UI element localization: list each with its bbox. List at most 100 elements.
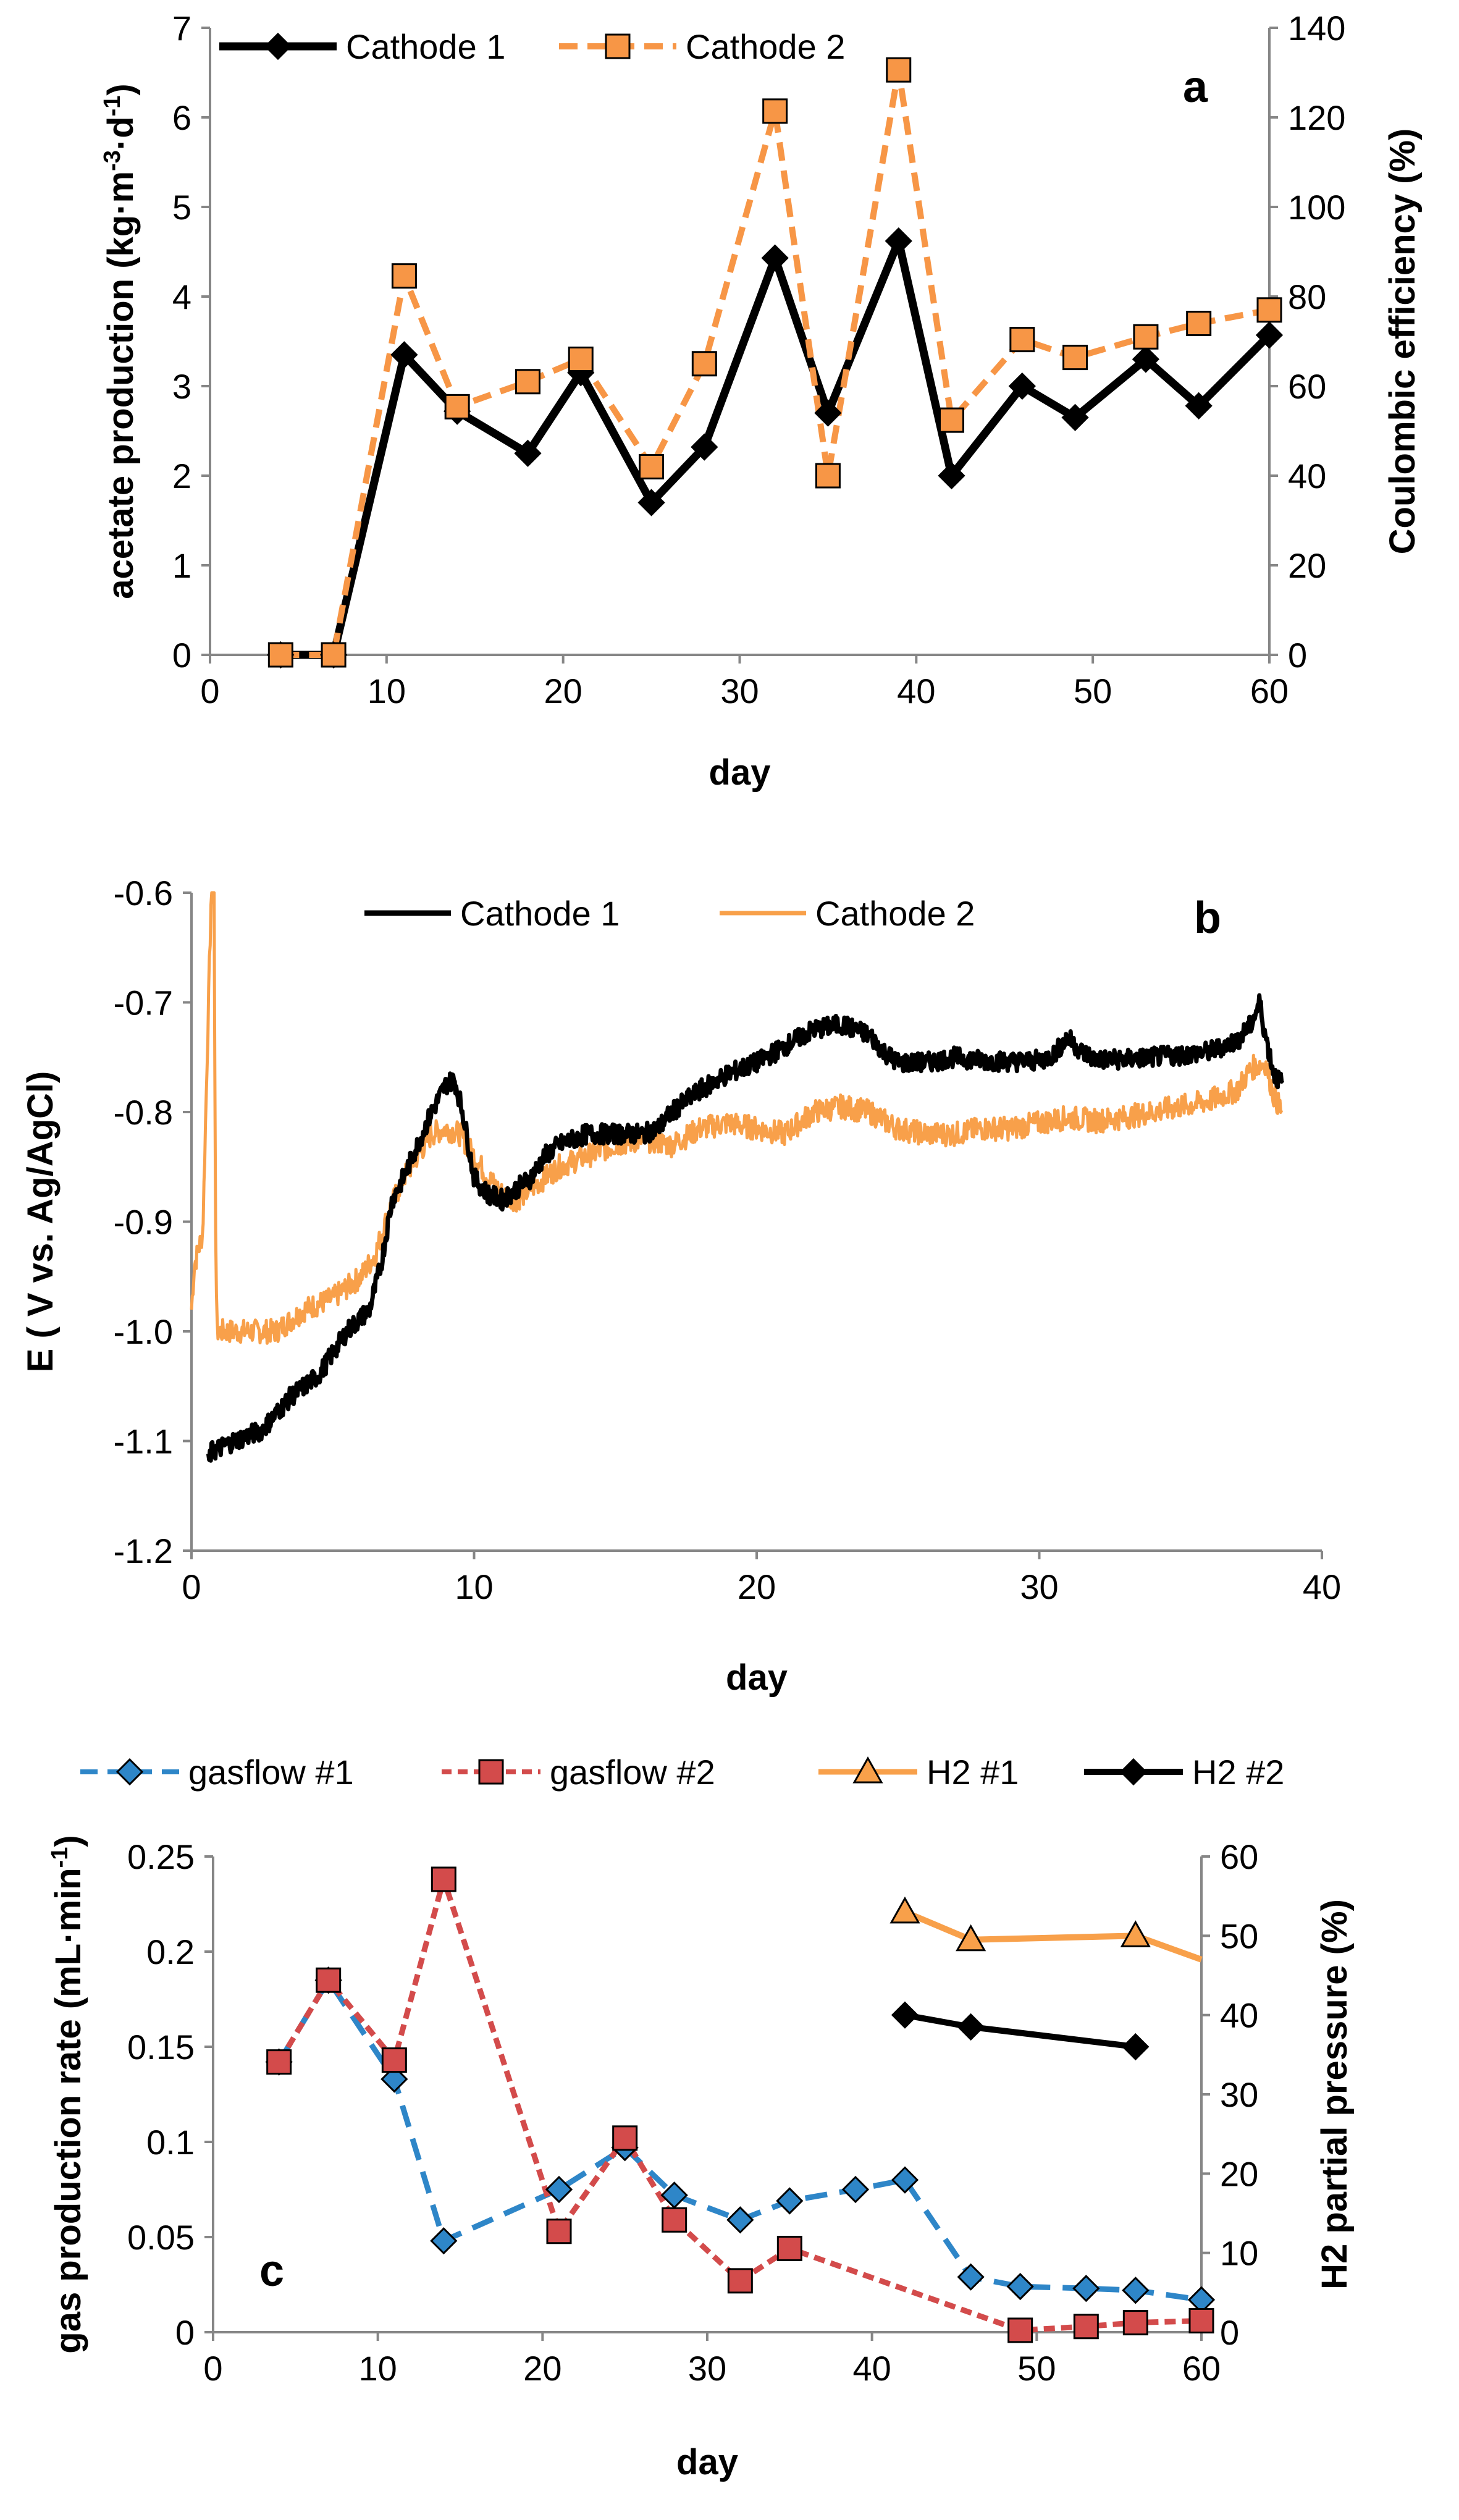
panel-c-x-tick-label: 30 — [688, 2349, 726, 2388]
panel-a-point-1 — [514, 439, 542, 467]
panel-a-x-tick-label: 30 — [720, 672, 759, 710]
panel-c-y-tick-label: 0.25 — [127, 1837, 195, 1876]
panel-b-chart: -0.6 -0.7 -0.8 -0.9 -1.0 -1.1 -1.20 10 20 30 40 day… — [20, 874, 1341, 1698]
panel-a-point-1 — [938, 461, 965, 490]
panel-a-x-tick-label: 60 — [1250, 672, 1289, 710]
panel-c-point-2 — [1122, 2310, 1148, 2336]
panel-c-legend: gasflow #1 gasflow #2 H2 #1 H2 #2 — [80, 1753, 1284, 1792]
panel-b-legend: Cathode 1 Cathode 2 — [364, 894, 975, 933]
legend-label-c-2: gasflow #2 — [550, 1753, 715, 1792]
panel-c-point-2 — [776, 2235, 802, 2261]
legend-marker-c-4 — [1119, 1758, 1148, 1786]
panel-c-point-4 — [957, 2013, 985, 2041]
panel-b-y-tick-label: -1.0 — [114, 1312, 174, 1351]
panel-c-y2-tick-label: 0 — [1220, 2313, 1239, 2352]
panel-b-y-tick-label: -1.1 — [114, 1422, 174, 1461]
panel-a-point-1 — [1255, 321, 1284, 349]
panel-a-y2-tick-label: 140 — [1288, 9, 1345, 48]
panel-c-y-axis-title: gas production rate (mL·min-1) — [47, 1835, 88, 2353]
panel-a-point-2 — [568, 347, 594, 372]
panel-c-point-2 — [662, 2207, 687, 2233]
panel-c-point-1 — [381, 2065, 408, 2093]
legend-label-c-4: H2 #2 — [1192, 1753, 1284, 1792]
panel-b-y-tick-label: -0.8 — [114, 1093, 174, 1132]
panel-a-point-2 — [1062, 345, 1088, 371]
panel-a-y-axis-title: acetate production (kg·m-3·d-1) — [99, 83, 141, 599]
panel-c-point-1 — [841, 2175, 870, 2204]
panel-a-point-2 — [1186, 311, 1212, 336]
panel-c-point-4 — [891, 2001, 919, 2029]
panel-a-point-1 — [637, 489, 665, 516]
panel-c-point-1 — [891, 2166, 919, 2194]
panel-c-y-tick-label: 0 — [175, 2313, 195, 2352]
legend-marker-c-3 — [852, 1756, 883, 1784]
panel-c-point-3 — [1120, 1920, 1151, 1947]
panel-a-y-tick-label: 6 — [172, 98, 191, 137]
panel-c-point-1 — [776, 2187, 804, 2215]
panel-a-point-1 — [1185, 392, 1213, 420]
panel-a-y2-axis-title: Coulombic efficiency (%) — [1382, 129, 1423, 555]
panel-a-x-tick-label: 50 — [1074, 672, 1112, 710]
panel-a-x-tick-label: 10 — [368, 672, 406, 710]
panel-a-series-line-2 — [280, 67, 1270, 658]
panel-a-y2-tick-label: 60 — [1288, 367, 1326, 406]
legend-label-cathode-1: Cathode 1 — [346, 27, 505, 66]
panel-a-point-1 — [691, 433, 718, 461]
panel-a-y2-tick-label: 20 — [1288, 546, 1326, 585]
panel-a-point-2 — [939, 407, 964, 433]
panel-c-label: c — [259, 2246, 284, 2296]
panel-c-point-1 — [545, 2175, 573, 2204]
panel-c-series-line-3 — [904, 1909, 1203, 1963]
panel-b-x-tick-label: 40 — [1303, 1567, 1341, 1606]
panel-a-y-tick-label: 2 — [172, 457, 191, 495]
panel-c-y-tick-label: 0.2 — [146, 1932, 195, 1971]
panel-c-y2-tick-label: 10 — [1220, 2234, 1258, 2273]
panel-c-y-tick-label: 0.1 — [146, 2123, 195, 2162]
panel-c-point-2 — [546, 2219, 572, 2244]
panel-c-y2-tick-label: 60 — [1220, 1837, 1258, 1876]
panel-c-y2-axis-title: H2 partial pressure (%) — [1314, 1899, 1355, 2290]
legend-marker-c-1 — [116, 1758, 144, 1786]
panel-c-point-4 — [1122, 2033, 1150, 2061]
panel-c-point-1 — [1072, 2275, 1100, 2303]
panel-a-x-tick-label: 40 — [897, 672, 935, 710]
legend-label-c-1: gasflow #1 — [188, 1753, 354, 1792]
panel-c-point-2 — [1007, 2317, 1033, 2343]
panel-c-x-tick-label: 50 — [1017, 2349, 1056, 2388]
panel-c-point-2 — [1073, 2314, 1099, 2340]
panel-b-y-tick-label: -0.7 — [114, 984, 174, 1022]
legend-label-cathode-2: Cathode 2 — [686, 27, 845, 66]
panel-b-y-tick-label: -0.9 — [114, 1203, 174, 1242]
panel-c-x-tick-label: 20 — [523, 2349, 561, 2388]
panel-b-x-tick-label: 20 — [738, 1567, 776, 1606]
panel-b-x-axis-title: day — [726, 1658, 788, 1698]
panel-a-point-1 — [761, 244, 789, 272]
panel-a-point-2 — [886, 57, 912, 83]
panel-a-point-2 — [515, 369, 540, 395]
panel-a-y-tick-label: 7 — [172, 9, 191, 48]
panel-a-legend: Cathode 1 Cathode 2 — [219, 27, 845, 66]
panel-a-y2-tick-label: 120 — [1288, 98, 1345, 137]
panel-b-series-line-2 — [190, 891, 1284, 1345]
legend-label-cathode-1-b: Cathode 1 — [460, 894, 620, 933]
legend-label-cathode-2-b: Cathode 2 — [815, 894, 975, 933]
panel-a-y2-tick-label: 80 — [1288, 277, 1326, 316]
panel-a-point-1 — [1008, 372, 1036, 400]
panel-c-y2-tick-label: 50 — [1220, 1916, 1258, 1955]
panel-c-x-axis-title: day — [676, 2442, 738, 2482]
panel-c-y-tick-label: 0.05 — [127, 2218, 195, 2257]
panel-b-y-tick-label: -0.6 — [114, 874, 174, 912]
legend-label-c-3: H2 #1 — [927, 1753, 1019, 1792]
panel-c-y2-tick-label: 40 — [1220, 1996, 1258, 2035]
panel-c-point-2 — [431, 1866, 456, 1892]
panel-a-y-tick-label: 1 — [172, 546, 191, 585]
panel-a-point-2 — [267, 642, 293, 668]
panel-c-point-1 — [1006, 2272, 1034, 2301]
panel-b-y-axis-title: E ( V vs. Ag/AgCl) — [20, 1071, 61, 1373]
legend-marker-c-2 — [478, 1759, 504, 1785]
panel-a-point-2 — [391, 263, 417, 289]
panel-c-x-tick-label: 40 — [853, 2349, 891, 2388]
panel-a-y2-tick-label: 0 — [1288, 636, 1307, 675]
panel-a-y-tick-label: 5 — [172, 188, 191, 227]
